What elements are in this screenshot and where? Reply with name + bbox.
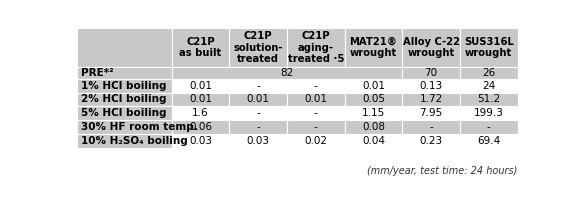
Bar (287, 134, 345, 148)
Text: -: - (314, 108, 318, 118)
Text: 1.6: 1.6 (192, 108, 209, 118)
Text: 0.01: 0.01 (362, 81, 385, 91)
Bar (229, 28, 287, 67)
Bar (77, 79, 172, 93)
Text: 0.23: 0.23 (419, 136, 443, 146)
Text: 69.4: 69.4 (477, 136, 501, 146)
Text: 51.2: 51.2 (477, 95, 501, 104)
Bar (77, 93, 172, 106)
Text: C21P
aging-
treated ·5: C21P aging- treated ·5 (288, 31, 344, 64)
Text: 26: 26 (482, 68, 495, 78)
Bar (403, 93, 460, 106)
Text: 0.08: 0.08 (362, 122, 385, 132)
Text: (mm/year, test time: 24 hours): (mm/year, test time: 24 hours) (367, 166, 517, 176)
Bar (403, 28, 460, 67)
Text: PRE*²: PRE*² (81, 68, 113, 78)
Text: 0.03: 0.03 (189, 136, 212, 146)
Bar (77, 106, 172, 120)
Bar (460, 106, 517, 120)
Bar (345, 106, 403, 120)
Text: 1% HCl boiling: 1% HCl boiling (81, 81, 166, 91)
Text: 2% HCl boiling: 2% HCl boiling (81, 95, 166, 104)
Bar (403, 134, 460, 148)
Text: 24: 24 (482, 81, 495, 91)
Bar (345, 120, 403, 134)
Bar (403, 106, 460, 120)
Text: 7.95: 7.95 (419, 108, 443, 118)
Bar (172, 134, 229, 148)
Bar (345, 93, 403, 106)
Text: MAT21®
wrought: MAT21® wrought (350, 37, 397, 58)
Text: 1.72: 1.72 (419, 95, 443, 104)
Bar (345, 79, 403, 93)
Bar (460, 93, 517, 106)
Text: 0.03: 0.03 (246, 136, 270, 146)
Text: -: - (314, 81, 318, 91)
Bar (287, 79, 345, 93)
Text: Alloy C-22
wrought: Alloy C-22 wrought (403, 37, 459, 58)
Bar (77, 120, 172, 134)
Bar (287, 28, 345, 67)
Bar (460, 67, 517, 79)
Text: 0.05: 0.05 (362, 95, 385, 104)
Bar (460, 120, 517, 134)
Text: 0.01: 0.01 (304, 95, 327, 104)
Bar (77, 134, 172, 148)
Text: 82: 82 (280, 68, 293, 78)
Bar (403, 67, 460, 79)
Bar (460, 79, 517, 93)
Text: 0.01: 0.01 (246, 95, 270, 104)
Bar (172, 79, 229, 93)
Bar (229, 120, 287, 134)
Bar (460, 134, 517, 148)
Text: -: - (256, 122, 260, 132)
Text: 0.13: 0.13 (419, 81, 443, 91)
Text: 30% HF room temp.: 30% HF room temp. (81, 122, 197, 132)
Bar (345, 28, 403, 67)
Text: 70: 70 (425, 68, 438, 78)
Bar (172, 28, 229, 67)
Bar (229, 79, 287, 93)
Bar (229, 106, 287, 120)
Bar (403, 79, 460, 93)
Bar (403, 120, 460, 134)
Bar (77, 67, 172, 79)
Bar (287, 120, 345, 134)
Text: C21P
solution-
treated: C21P solution- treated (233, 31, 283, 64)
Text: -: - (429, 122, 433, 132)
Bar (77, 28, 172, 67)
Text: C21P
as built: C21P as built (179, 37, 222, 58)
Bar (172, 93, 229, 106)
Bar (345, 134, 403, 148)
Bar (172, 106, 229, 120)
Text: 10% H₂SO₄ boiling: 10% H₂SO₄ boiling (81, 136, 187, 146)
Bar (287, 93, 345, 106)
Text: 0.02: 0.02 (304, 136, 327, 146)
Text: 0.06: 0.06 (189, 122, 212, 132)
Bar (172, 67, 403, 79)
Bar (229, 134, 287, 148)
Text: 199.3: 199.3 (474, 108, 503, 118)
Bar (287, 106, 345, 120)
Text: 0.01: 0.01 (189, 95, 212, 104)
Text: -: - (314, 122, 318, 132)
Text: SUS316L
wrought: SUS316L wrought (464, 37, 514, 58)
Bar (172, 120, 229, 134)
Text: 5% HCl boiling: 5% HCl boiling (81, 108, 166, 118)
Bar (229, 93, 287, 106)
Text: -: - (487, 122, 491, 132)
Text: 0.01: 0.01 (189, 81, 212, 91)
Bar (460, 28, 517, 67)
Text: -: - (256, 108, 260, 118)
Text: -: - (256, 81, 260, 91)
Text: 1.15: 1.15 (362, 108, 385, 118)
Text: 0.04: 0.04 (362, 136, 385, 146)
